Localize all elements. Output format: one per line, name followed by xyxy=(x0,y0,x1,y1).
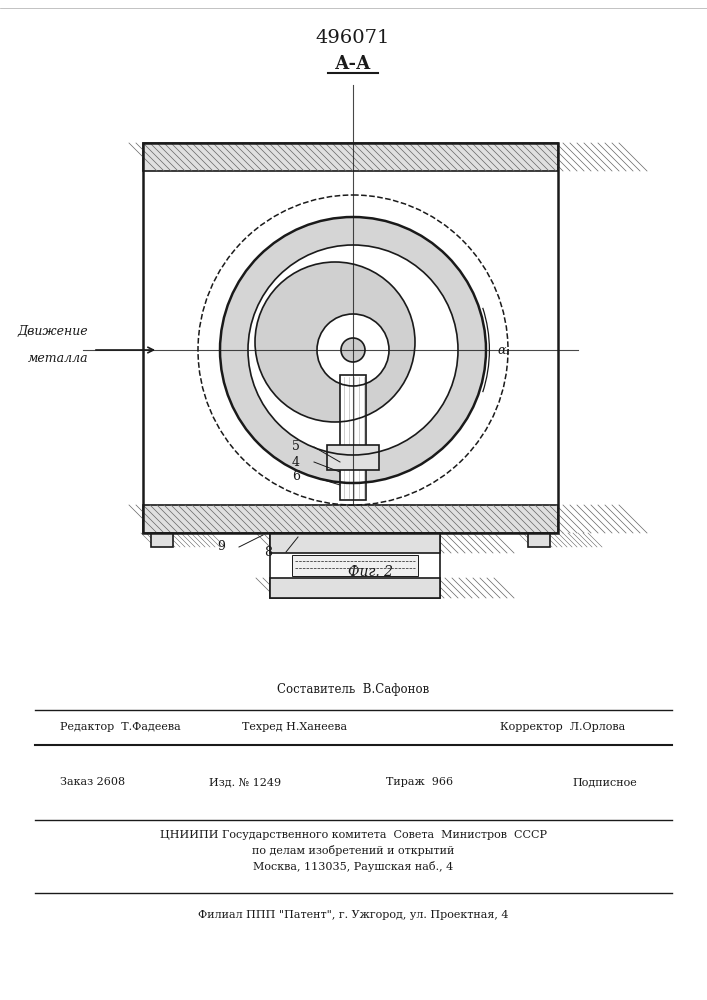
Text: Корректор  Л.Орлова: Корректор Л.Орлова xyxy=(500,722,625,732)
Text: Изд. № 1249: Изд. № 1249 xyxy=(209,777,281,787)
Circle shape xyxy=(220,217,486,483)
Text: Составитель  В.Сафонов: Составитель В.Сафонов xyxy=(277,684,429,696)
Text: по делам изобретений и открытий: по делам изобретений и открытий xyxy=(252,846,454,856)
Bar xyxy=(143,143,558,533)
Text: Редактор  Т.Фадеева: Редактор Т.Фадеева xyxy=(60,722,181,732)
Text: α₁: α₁ xyxy=(498,344,511,357)
Text: Фиг. 2: Фиг. 2 xyxy=(348,565,392,579)
Text: Москва, 113035, Раушская наб., 4: Москва, 113035, Раушская наб., 4 xyxy=(253,861,453,872)
Bar xyxy=(340,375,366,500)
Text: Техред Н.Ханеева: Техред Н.Ханеева xyxy=(243,722,348,732)
Bar xyxy=(151,533,173,547)
Circle shape xyxy=(317,314,389,386)
Circle shape xyxy=(341,338,365,362)
Bar xyxy=(270,533,440,553)
Text: А-А: А-А xyxy=(334,55,371,73)
Text: 496071: 496071 xyxy=(316,29,390,47)
Bar xyxy=(327,445,379,470)
Text: 6: 6 xyxy=(292,471,300,484)
Text: Заказ 2608: Заказ 2608 xyxy=(60,777,125,787)
Circle shape xyxy=(255,262,415,422)
Bar xyxy=(143,143,558,533)
Text: Движение: Движение xyxy=(18,325,88,338)
Text: 4: 4 xyxy=(292,456,300,468)
Text: ЦНИИПИ Государственного комитета  Совета  Министров  СССР: ЦНИИПИ Государственного комитета Совета … xyxy=(160,830,547,840)
Bar xyxy=(292,555,418,576)
Text: металла: металла xyxy=(28,352,88,365)
Bar xyxy=(143,505,558,533)
Bar xyxy=(528,533,550,547)
Text: Филиал ППП "Патент", г. Ужгород, ул. Проектная, 4: Филиал ППП "Патент", г. Ужгород, ул. Про… xyxy=(198,910,508,920)
Text: Тираж  966: Тираж 966 xyxy=(387,777,454,787)
Text: 5: 5 xyxy=(292,440,300,454)
Bar xyxy=(270,578,440,598)
Text: Подписное: Подписное xyxy=(573,777,638,787)
Bar xyxy=(143,143,558,171)
Text: 8: 8 xyxy=(264,546,272,558)
Bar xyxy=(270,533,440,598)
Text: 9: 9 xyxy=(217,540,225,554)
Circle shape xyxy=(248,245,458,455)
